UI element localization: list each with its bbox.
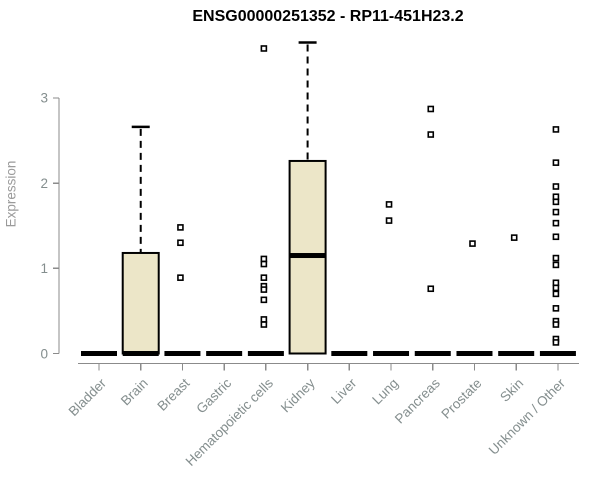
x-tick-label: Pancreas: [392, 375, 443, 426]
outlier-point: [552, 321, 560, 328]
outlier-point: [552, 183, 560, 190]
x-tick-label: Bladder: [66, 375, 110, 419]
median-line: [206, 351, 243, 356]
x-tick-label: Breast: [154, 375, 192, 413]
outlier-point: [552, 159, 560, 166]
outlier-point: [552, 339, 560, 346]
median-line: [164, 351, 201, 356]
outlier-point: [177, 239, 184, 247]
median-line: [81, 351, 117, 356]
median-line: [498, 351, 535, 356]
y-tick-label: 0: [40, 346, 48, 361]
x-tick-label: Unknown / Other: [486, 375, 569, 458]
median-line: [414, 351, 451, 356]
outlier-point: [260, 321, 268, 328]
outlier-point: [260, 260, 268, 268]
x-tick-label: Lung: [369, 376, 401, 408]
outlier-point: [552, 233, 560, 241]
outlier-point: [260, 316, 268, 323]
outlier-point: [177, 224, 184, 231]
outlier-point: [552, 126, 560, 133]
outlier-point: [427, 285, 435, 293]
outlier-point: [427, 131, 435, 138]
outlier-point: [552, 261, 560, 269]
x-tick-label: Gastric: [193, 375, 234, 416]
outlier-point: [552, 198, 560, 206]
x-tick-label: Prostate: [438, 376, 484, 422]
x-tick-label: Brain: [118, 376, 151, 409]
outlier-point: [552, 284, 560, 292]
outlier-point: [552, 219, 560, 227]
outlier-point: [427, 105, 435, 113]
outlier-point: [552, 290, 560, 298]
y-tick-label: 1: [40, 261, 48, 276]
outlier-point: [260, 286, 268, 293]
outlier-point: [177, 274, 184, 281]
outlier-point: [260, 45, 268, 52]
x-tick-label: Skin: [497, 376, 526, 405]
median-line: [539, 351, 576, 356]
outlier-point: [552, 193, 560, 201]
x-tick-label: Liver: [328, 375, 360, 407]
outlier-point: [385, 217, 393, 224]
outlier-point: [260, 274, 268, 281]
outlier-point: [552, 208, 560, 216]
median-line: [331, 351, 368, 356]
chart-title: ENSG00000251352 - RP11-451H23.2: [192, 8, 464, 25]
outlier-point: [552, 254, 560, 262]
median-line: [247, 351, 284, 356]
box: [121, 251, 160, 355]
median-line: [122, 351, 159, 356]
outlier-point: [552, 279, 560, 287]
outlier-point: [469, 240, 476, 247]
outlier-point: [385, 201, 393, 208]
outlier-point: [510, 234, 518, 241]
y-tick-label: 3: [40, 91, 48, 106]
outlier-point: [552, 305, 560, 312]
median-line: [289, 253, 326, 259]
median-line: [373, 351, 410, 356]
outlier-point: [260, 255, 268, 263]
y-tick-label: 2: [40, 176, 48, 191]
x-tick-label: Kidney: [278, 375, 318, 415]
median-line: [456, 351, 493, 356]
outlier-point: [260, 296, 268, 304]
